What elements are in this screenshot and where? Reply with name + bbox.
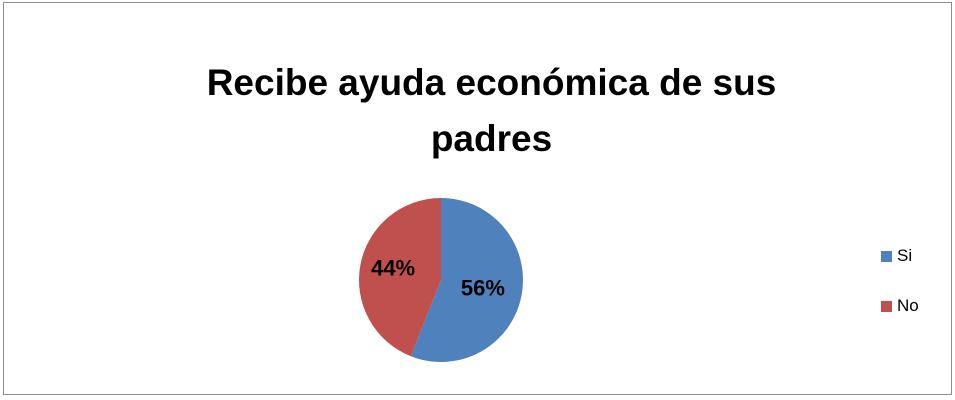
data-label-si: 56% xyxy=(461,275,505,300)
pie-slice-no xyxy=(358,198,441,357)
legend-item-no: No xyxy=(881,295,919,317)
legend-label-no: No xyxy=(897,296,919,315)
chart-area: Recibe ayuda económica de sus padres 56%… xyxy=(3,2,952,395)
legend-item-si: Si xyxy=(881,245,919,267)
pie-slice-si xyxy=(410,198,523,362)
legend: Si No xyxy=(881,245,919,345)
legend-swatch-no xyxy=(881,300,892,312)
legend-swatch-si xyxy=(881,250,892,262)
pie-chart: 56% 44% xyxy=(358,198,523,362)
data-label-no: 44% xyxy=(371,256,415,281)
chart-title: Recibe ayuda económica de sus padres xyxy=(206,62,777,159)
legend-label-si: Si xyxy=(897,246,913,265)
